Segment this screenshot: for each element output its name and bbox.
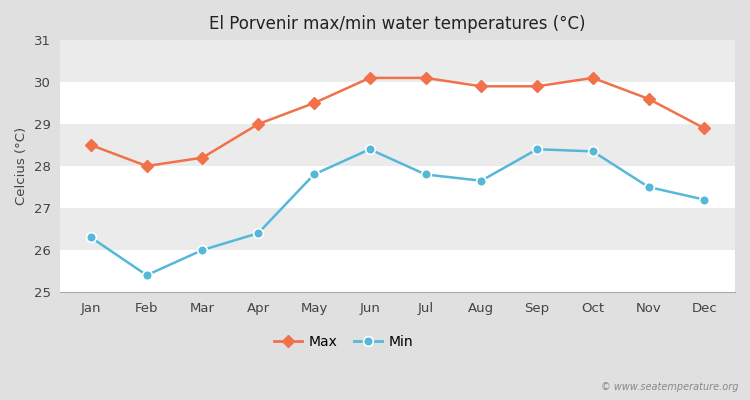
Bar xyxy=(60,166,735,208)
Min xyxy=(86,235,95,240)
Min xyxy=(365,147,374,152)
Text: © www.seatemperature.org: © www.seatemperature.org xyxy=(602,382,739,392)
Min xyxy=(421,172,430,177)
Line: Max: Max xyxy=(87,74,709,170)
Line: Min: Min xyxy=(86,144,710,280)
Min xyxy=(310,172,319,177)
Min xyxy=(198,248,207,252)
Max xyxy=(644,96,653,101)
Bar xyxy=(60,250,735,292)
Max xyxy=(142,164,152,168)
Min xyxy=(700,197,709,202)
Min xyxy=(532,147,542,152)
Bar xyxy=(60,82,735,124)
Max xyxy=(477,84,486,89)
Title: El Porvenir max/min water temperatures (°C): El Porvenir max/min water temperatures (… xyxy=(209,15,586,33)
Legend: Max, Min: Max, Min xyxy=(268,329,419,354)
Min xyxy=(644,185,653,190)
Max xyxy=(310,101,319,106)
Y-axis label: Celcius (°C): Celcius (°C) xyxy=(15,127,28,205)
Min xyxy=(254,231,262,236)
Max xyxy=(588,76,597,80)
Min xyxy=(477,178,486,183)
Min xyxy=(588,149,597,154)
Max xyxy=(86,143,95,148)
Max xyxy=(198,155,207,160)
Max xyxy=(365,76,374,80)
Max xyxy=(254,122,262,126)
Max xyxy=(700,126,709,131)
Max xyxy=(532,84,542,89)
Min xyxy=(142,273,152,278)
Max xyxy=(421,76,430,80)
